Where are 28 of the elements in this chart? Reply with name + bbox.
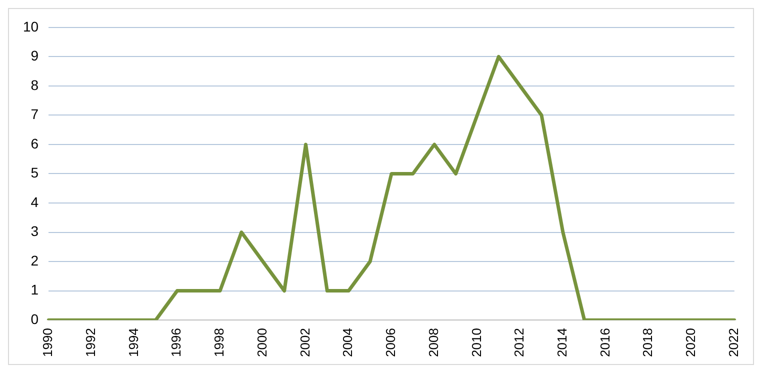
x-tick-label: 2006 [383,328,398,357]
y-tick-label: 8 [30,76,39,93]
y-tick-label: 4 [30,194,39,210]
x-tick-label: 1992 [83,328,98,357]
y-tick-label: 0 [30,310,39,327]
y-tick-label: 6 [30,135,39,152]
x-tick-label: 1998 [212,328,227,357]
x-tick-label: 1994 [126,328,141,357]
x-tick-label: 1990 [40,328,56,357]
x-tick-label: 2002 [297,328,312,357]
y-tick-label: 5 [30,164,39,181]
x-tick-label: 2014 [554,328,570,357]
x-tick-label: 2022 [726,328,741,357]
x-tick-label: 2012 [512,328,527,357]
y-tick-label: 9 [30,48,39,64]
x-tick-label: 2018 [640,328,656,357]
y-tick-label: 2 [30,252,39,268]
x-tick-label: 2000 [254,328,270,357]
y-tick-label: 1 [30,282,39,298]
x-tick-label: 2016 [597,328,612,357]
x-tick-label: 2020 [683,328,698,357]
y-tick-label: 10 [22,18,39,34]
x-tick-label: 2008 [426,328,441,357]
y-tick-label: 3 [30,223,39,240]
y-tick-label: 7 [30,106,39,122]
x-tick-label: 1996 [168,328,184,357]
x-tick-label: 2004 [340,328,356,357]
x-tick-label: 2010 [468,328,484,357]
